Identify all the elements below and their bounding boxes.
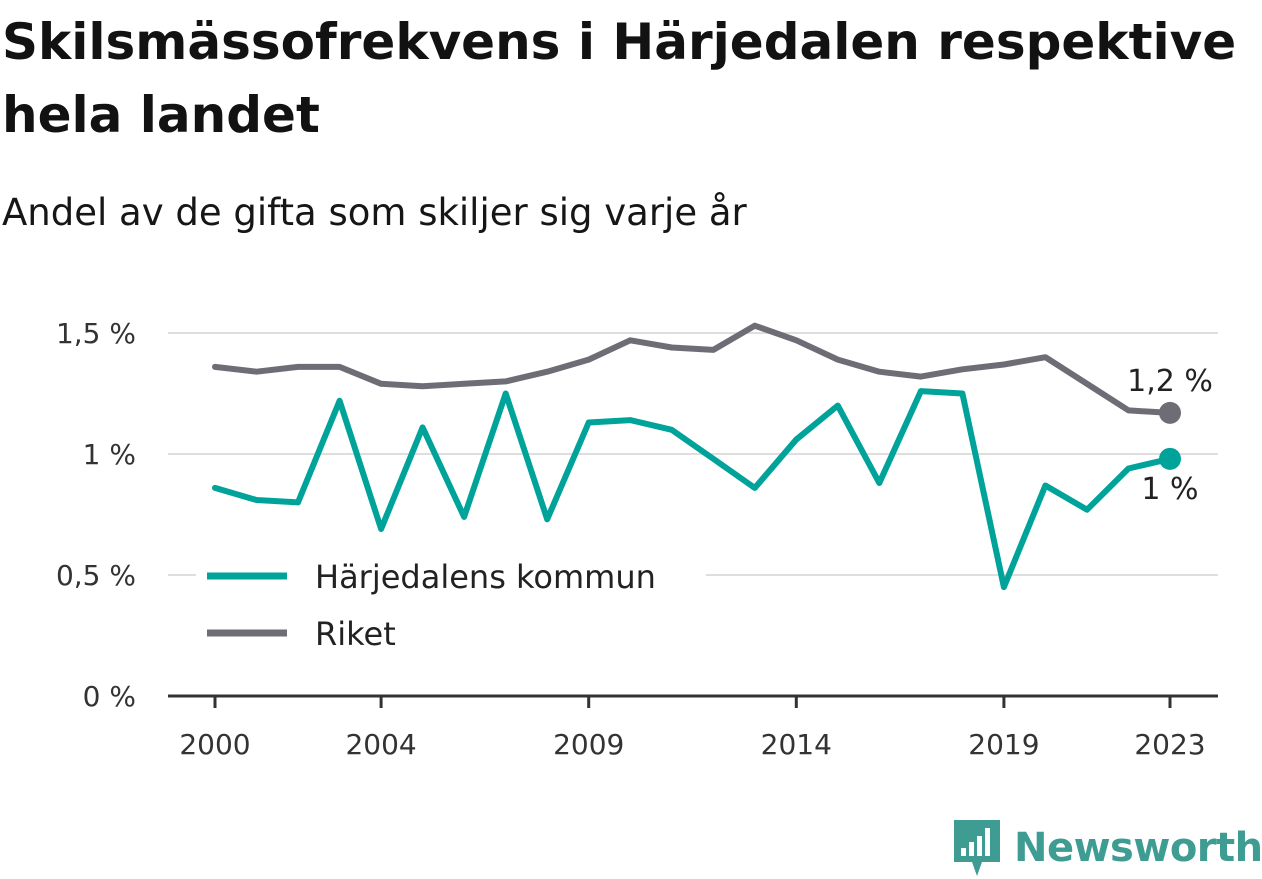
x-tick-label: 2019 bbox=[968, 728, 1039, 761]
x-tick-label: 2009 bbox=[553, 728, 624, 761]
y-tick-label: 1 % bbox=[83, 438, 136, 471]
x-tick-label: 2023 bbox=[1134, 728, 1205, 761]
series-end-label: 1,2 % bbox=[1127, 364, 1213, 399]
chart-title: Skilsmässofrekvens i Härjedalen respekti… bbox=[2, 13, 1237, 144]
x-axis: 2000 2004 2009 2014 2019 2023 bbox=[168, 694, 1218, 761]
brand-logo: Newsworthy bbox=[952, 818, 1262, 878]
legend-label: Riket bbox=[315, 615, 396, 653]
y-tick-label: 0 % bbox=[83, 680, 136, 713]
y-axis-ticks: 0 % 0,5 % 1 % 1,5 % bbox=[56, 317, 136, 713]
y-tick-label: 0,5 % bbox=[56, 559, 136, 592]
legend-label: Härjedalens kommun bbox=[315, 558, 656, 596]
legend-background bbox=[196, 548, 706, 663]
series-end-marker bbox=[1159, 447, 1181, 470]
chart-subtitle: Andel av de gifta som skiljer sig varje … bbox=[2, 191, 747, 234]
y-tick-label: 1,5 % bbox=[56, 317, 136, 350]
x-tick-label: 2014 bbox=[761, 728, 832, 761]
series-line bbox=[212, 322, 1173, 416]
x-tick-label: 2004 bbox=[345, 728, 416, 761]
series-lines: 1,2 % 1 % bbox=[212, 322, 1213, 591]
series-end-marker bbox=[1159, 401, 1181, 424]
legend: Härjedalens kommun Riket bbox=[196, 548, 706, 663]
brand-name: Newsworthy bbox=[1014, 825, 1262, 871]
series-line bbox=[212, 388, 1173, 591]
newsworthy-logo-icon bbox=[954, 820, 1000, 876]
series-end-label: 1 % bbox=[1141, 472, 1198, 507]
x-tick-label: 2000 bbox=[179, 728, 250, 761]
